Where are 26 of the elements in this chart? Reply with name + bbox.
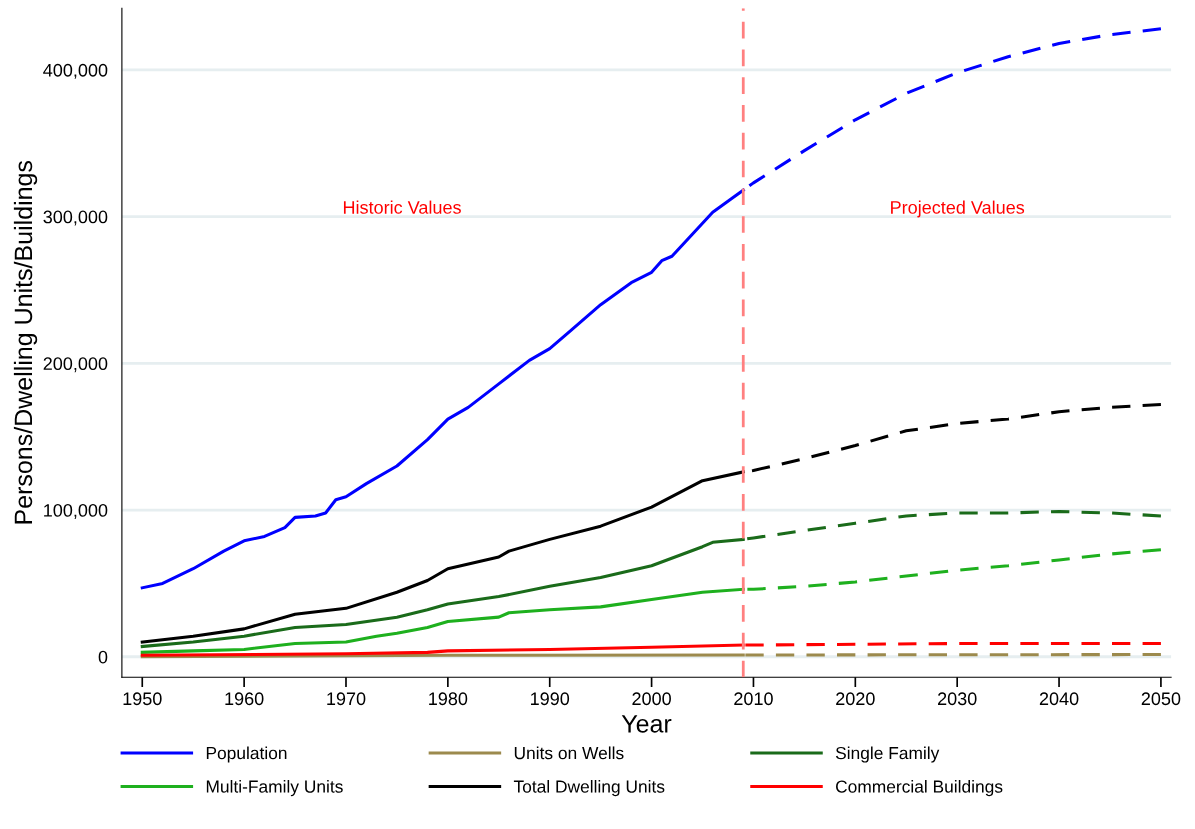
y-axis-title: Persons/Dwelling Units/Buildings — [13, 160, 38, 524]
x-tick-label: 1970 — [327, 692, 366, 706]
x-tick-label: 2040 — [1039, 692, 1079, 706]
y-tick-label: 100,000 — [44, 503, 108, 519]
annotation: Historic Values — [343, 200, 461, 214]
legend-label: Total Dwelling Units — [513, 779, 665, 797]
y-tick-label: 200,000 — [43, 357, 108, 373]
x-tick-label: 1990 — [531, 692, 570, 706]
y-tick-label: 0 — [98, 650, 108, 664]
x-axis-title: Year — [621, 715, 672, 733]
y-tick-label: 400,000 — [43, 63, 108, 79]
x-tick-label: 2000 — [632, 692, 671, 706]
x-tick-label: 1960 — [225, 692, 264, 706]
legend-label: Commercial Buildings — [836, 779, 1003, 797]
x-tick-label: 2030 — [938, 692, 977, 706]
legend-label: Units on Wells — [514, 746, 624, 760]
x-tick-label: 2010 — [734, 692, 773, 706]
annotation: Projected Values — [891, 200, 1025, 218]
legend-label: Multi-Family Units — [206, 779, 343, 797]
legend-label: Population — [206, 746, 287, 763]
y-tick-label: 300,000 — [43, 210, 108, 226]
x-tick-label: 1950 — [123, 692, 162, 706]
x-tick-label: 2020 — [836, 692, 875, 706]
legend-label: Single Family — [835, 746, 940, 763]
x-tick-label: 2050 — [1141, 692, 1181, 706]
x-tick-label: 1980 — [429, 692, 468, 706]
